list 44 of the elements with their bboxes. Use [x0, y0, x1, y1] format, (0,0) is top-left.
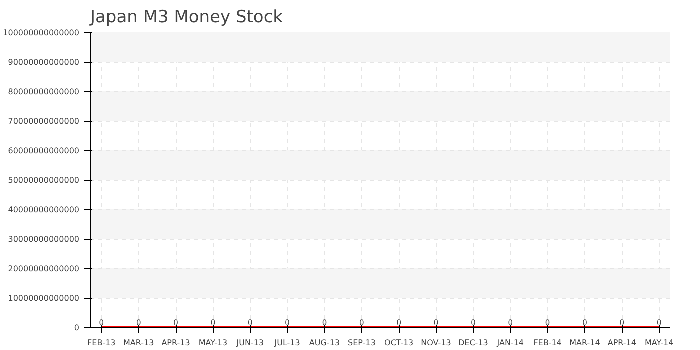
- x-tick-label: MAR-14: [570, 338, 600, 348]
- y-tick-label: 80000000000000: [8, 88, 80, 96]
- x-tick-label: APR-13: [162, 338, 190, 348]
- y-tick-label: 90000000000000: [8, 58, 80, 67]
- data-label: 0: [434, 318, 440, 328]
- y-tick-label: 30000000000000: [8, 235, 80, 244]
- x-tick-label: FEB-14: [534, 338, 562, 348]
- data-label: 0: [285, 318, 290, 328]
- x-tick-label: JUL-13: [274, 338, 300, 348]
- y-tick-label: 60000000000000: [8, 146, 80, 156]
- x-tick-label: NOV-13: [421, 338, 452, 348]
- data-label: 0: [508, 318, 514, 328]
- data-label: 0: [322, 318, 328, 328]
- y-tick-label: 20000000000000: [8, 264, 80, 274]
- data-label: 0: [360, 318, 365, 328]
- x-tick-label: DEC-13: [458, 338, 488, 348]
- data-label: 0: [657, 318, 662, 328]
- x-tick-label: APR-14: [608, 338, 636, 348]
- data-label: 0: [174, 318, 179, 328]
- x-tick-label: JUN-13: [236, 338, 264, 348]
- y-tick-label: 100000000000000: [3, 28, 80, 38]
- y-tick-label: 50000000000000: [8, 176, 80, 185]
- y-tick-label: 70000000000000: [8, 117, 80, 126]
- data-label: 0: [396, 318, 402, 328]
- x-tick-label: SEP-13: [348, 338, 376, 348]
- data-label: 0: [471, 318, 476, 328]
- chart-title: Japan M3 Money Stock: [90, 8, 284, 28]
- y-tick-label: 10000000000000: [8, 294, 80, 303]
- x-tick-label: FEB-13: [88, 338, 116, 348]
- data-label: 0: [99, 318, 104, 328]
- x-tick-label: OCT-13: [384, 338, 414, 348]
- x-tick-label: MAR-13: [123, 338, 154, 348]
- x-tick-label: JAN-14: [496, 338, 524, 348]
- data-label: 0: [620, 318, 625, 328]
- x-tick-label: AUG-13: [309, 338, 340, 348]
- data-label: 0: [248, 318, 254, 328]
- data-label: 0: [546, 318, 551, 328]
- x-tick-label: MAY-14: [644, 338, 674, 348]
- data-label: 0: [582, 318, 588, 328]
- data-label: 0: [136, 318, 142, 328]
- data-label: 0: [210, 318, 216, 328]
- y-tick-label: 0: [74, 324, 80, 332]
- y-tick-label: 40000000000000: [8, 206, 80, 214]
- x-tick-label: MAY-13: [198, 338, 228, 348]
